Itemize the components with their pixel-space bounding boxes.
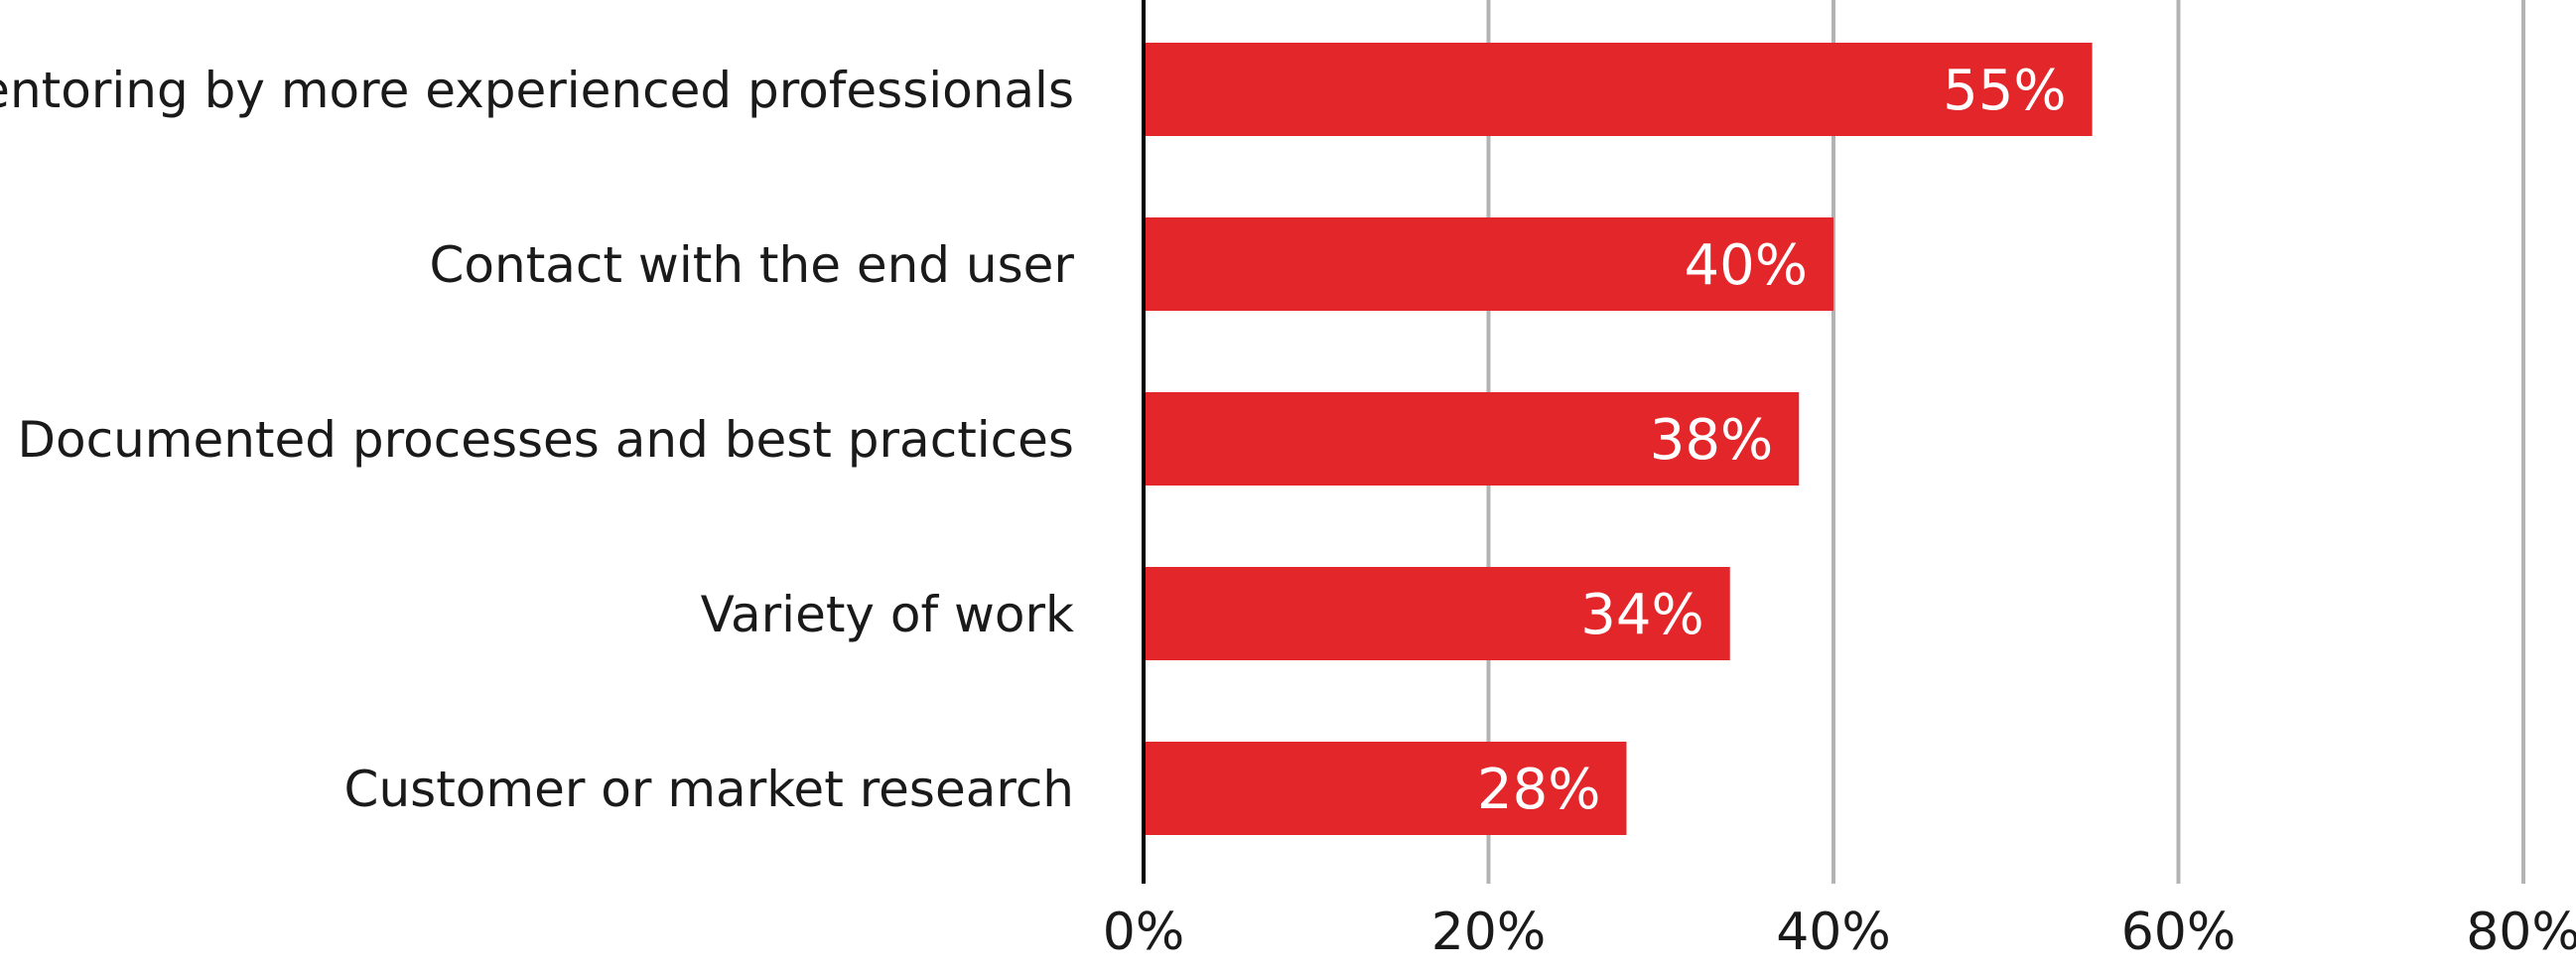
data-label-1: 55% — [1943, 59, 2066, 123]
x-tick-label-60: 60% — [2121, 903, 2237, 962]
x-tick-label-40: 40% — [1776, 903, 1891, 962]
labels: 55% Mentoring by more experienced profess… — [0, 59, 2576, 962]
category-label-4: Variety of work — [701, 586, 1074, 643]
category-label-5: Customer or market research — [344, 761, 1074, 818]
category-label-1: Mentoring by more experienced profession… — [0, 62, 1074, 119]
bars — [1144, 43, 2093, 835]
x-tick-label-80: 80% — [2466, 903, 2576, 962]
data-label-2: 40% — [1685, 233, 1808, 298]
category-label-3: Documented processes and best practices — [17, 411, 1074, 469]
data-label-5: 28% — [1477, 758, 1600, 822]
category-label-2: Contact with the end user — [430, 236, 1075, 294]
bar-2 — [1144, 217, 1833, 311]
data-label-4: 34% — [1580, 583, 1703, 647]
bar-3 — [1144, 392, 1800, 486]
bar-1 — [1144, 43, 2093, 136]
x-tick-label-0: 0% — [1103, 903, 1185, 962]
bar-5 — [1144, 742, 1627, 835]
x-tick-label-20: 20% — [1431, 903, 1547, 962]
data-label-3: 38% — [1650, 408, 1773, 473]
bar-4 — [1144, 567, 1730, 660]
